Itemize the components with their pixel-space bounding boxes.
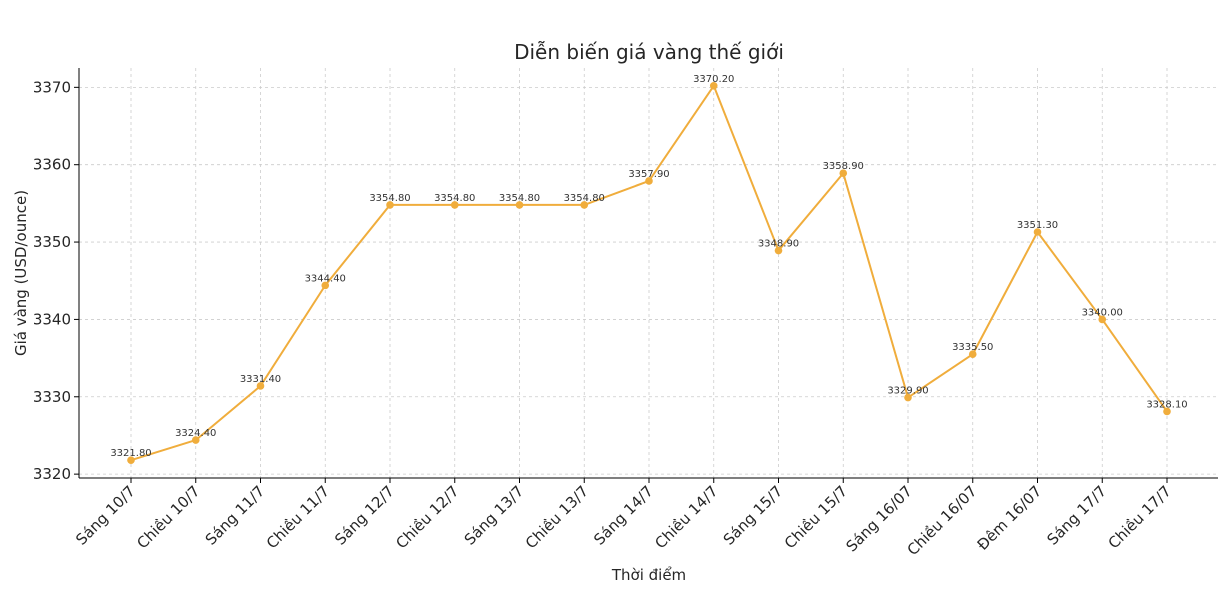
y-tick-label: 3330: [33, 388, 71, 406]
data-label: 3321.80: [110, 448, 151, 459]
chart-title: Diễn biến giá vàng thế giới: [514, 40, 784, 64]
data-label: 3328.10: [1146, 399, 1187, 410]
data-point: [1098, 315, 1107, 324]
x-tick-label: Sáng 11/7: [202, 482, 269, 549]
data-point: [191, 436, 200, 444]
x-tick-label: Chiều 17/7: [1105, 482, 1175, 552]
data-point: [450, 201, 459, 209]
data-point: [709, 81, 718, 90]
x-tick-label: Sáng 10/7: [72, 482, 139, 549]
data-label: 3324.40: [175, 428, 216, 439]
x-tick-label: Sáng 14/7: [590, 482, 657, 549]
data-label: 3358.90: [823, 161, 864, 172]
data-point: [1163, 407, 1171, 416]
data-point: [256, 382, 265, 390]
y-tick-labels: 3320 3330 3340 3350 3360 3370: [33, 78, 71, 483]
data-label: 3354.80: [564, 193, 605, 204]
data-label: 3329.90: [887, 386, 928, 397]
data-point: [1033, 228, 1042, 236]
data-point: [580, 201, 589, 209]
x-tick-label: Chiều 14/7: [651, 482, 721, 552]
data-label: 3351.30: [1017, 220, 1058, 231]
data-point: [515, 201, 524, 209]
x-tick-label: Chiều 15/7: [781, 482, 851, 552]
data-label: 3357.90: [628, 169, 669, 180]
y-tick-label: 3350: [33, 233, 71, 251]
x-tick-label: Đêm 16/07: [974, 482, 1046, 554]
data-label: 3344.40: [305, 273, 346, 284]
axes: [74, 68, 1218, 483]
x-tick-label: Chiều 11/7: [263, 482, 333, 552]
x-tick-label: Chiều 12/7: [392, 482, 462, 552]
y-axis-label: Giá vàng (USD/ounce): [12, 190, 30, 356]
x-tick-label: Sáng 15/7: [720, 482, 787, 549]
y-tick-label: 3360: [33, 156, 71, 174]
data-series: [127, 81, 1171, 465]
x-axis-label: Thời điểm: [611, 566, 686, 584]
grid-lines: [79, 68, 1218, 478]
data-label: 3348.90: [758, 239, 799, 250]
data-label: 3354.80: [369, 193, 410, 204]
y-tick-label: 3370: [33, 78, 71, 96]
data-label: 3335.50: [952, 342, 993, 353]
x-tick-label: Sáng 13/7: [461, 482, 528, 549]
data-point: [839, 169, 848, 178]
data-point: [968, 350, 977, 359]
data-point: [386, 201, 394, 209]
data-label: 3354.80: [434, 193, 475, 204]
data-label: 3340.00: [1082, 307, 1123, 318]
data-point: [127, 456, 135, 465]
x-tick-label: Sáng 12/7: [331, 482, 398, 549]
data-labels: 3321.80 3324.40 3331.40 3344.40 3354.80 3354.…: [110, 74, 1187, 459]
data-point: [904, 393, 912, 402]
x-tick-label: Chiều 13/7: [522, 482, 592, 552]
data-point: [774, 246, 783, 255]
y-tick-label: 3340: [33, 310, 71, 328]
y-tick-label: 3320: [33, 465, 71, 483]
data-label: 3354.80: [499, 193, 540, 204]
x-tick-label: Sáng 17/7: [1043, 482, 1110, 549]
data-point: [321, 281, 330, 290]
x-tick-label: Chiều 10/7: [133, 482, 203, 552]
data-point: [645, 177, 653, 185]
data-label: 3331.40: [240, 374, 281, 385]
x-tick-label: Chiều 16/07: [904, 482, 981, 559]
data-label: 3370.20: [693, 74, 734, 85]
